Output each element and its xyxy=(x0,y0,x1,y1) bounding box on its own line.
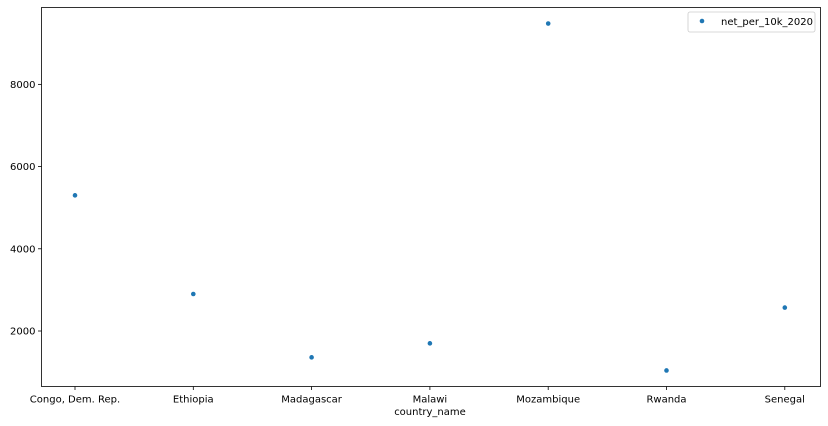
legend-marker xyxy=(699,18,705,24)
x-tick-label: Congo, Dem. Rep. xyxy=(30,395,120,406)
data-point xyxy=(427,341,433,346)
x-axis: Congo, Dem. Rep. Ethiopia Madagascar Malawi… xyxy=(30,386,805,406)
legend-box xyxy=(687,11,816,33)
data-point xyxy=(191,291,196,297)
y-tick-label: 8000 xyxy=(10,80,35,91)
y-tick-label: 4000 xyxy=(10,244,35,255)
data-point xyxy=(782,305,788,310)
data-point xyxy=(545,21,551,26)
x-tick-label: Mozambique xyxy=(516,395,580,406)
y-tick-label: 6000 xyxy=(10,162,35,173)
x-tick-label: Malawi xyxy=(413,395,448,406)
data-point xyxy=(664,368,669,373)
plot-area xyxy=(41,7,821,387)
y-tick-label: 2000 xyxy=(10,327,35,338)
legend: net_per_10k_2020 xyxy=(687,11,816,33)
data-point xyxy=(72,193,78,198)
legend-label: net_per_10k_2020 xyxy=(721,17,813,28)
data-point xyxy=(309,355,314,360)
y-axis: 2000 4000 6000 8000 xyxy=(10,80,42,338)
data-points xyxy=(72,21,788,373)
x-tick-label: Madagascar xyxy=(281,395,343,406)
x-tick-label: Ethiopia xyxy=(173,395,214,406)
x-axis-label: country_name xyxy=(394,407,466,418)
x-tick-label: Rwanda xyxy=(646,395,686,406)
x-tick-label: Senegal xyxy=(765,395,805,406)
